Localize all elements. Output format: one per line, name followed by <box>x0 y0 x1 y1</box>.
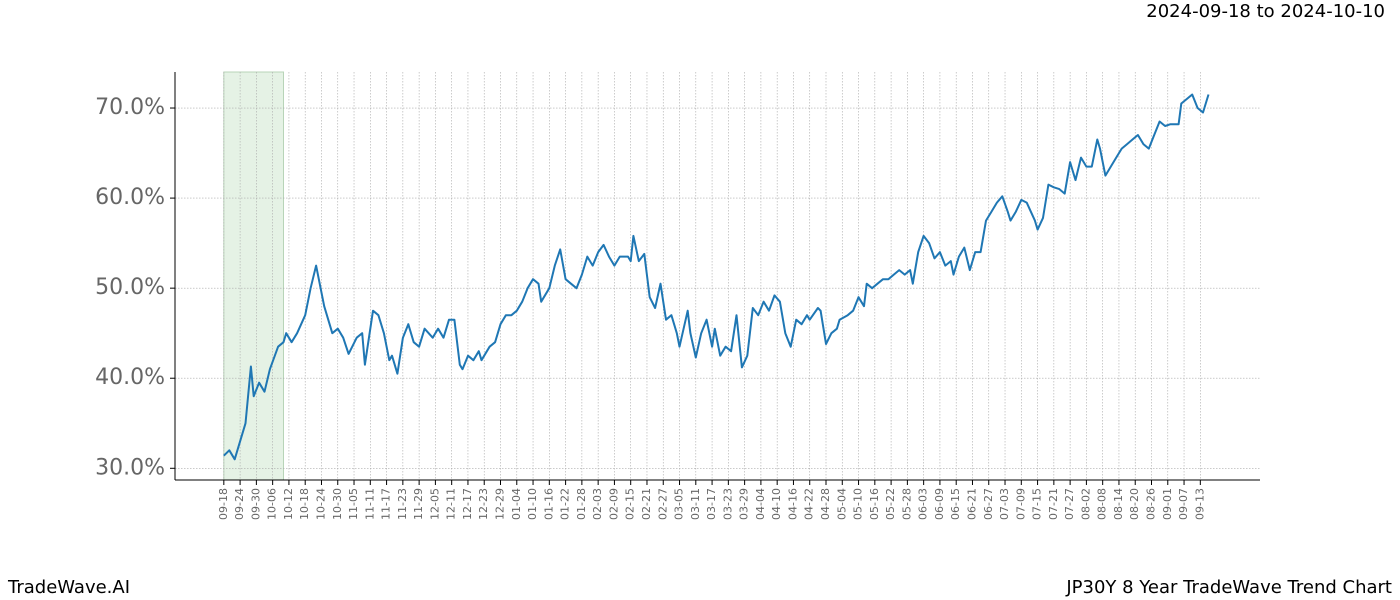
y-tick-label: 60.0% <box>95 185 165 210</box>
x-tick-label: 01-22 <box>559 488 572 520</box>
x-tick-label: 06-27 <box>982 488 995 520</box>
x-tick-label: 10-24 <box>314 488 327 520</box>
x-tick-label: 09-18 <box>217 488 230 520</box>
x-tick-label: 10-18 <box>298 488 311 520</box>
x-tick-label: 08-14 <box>1112 488 1125 520</box>
x-tick-label: 02-09 <box>607 488 620 520</box>
x-tick-label: 12-23 <box>477 488 490 520</box>
x-tick-label: 07-09 <box>1014 488 1027 520</box>
x-tick-label: 12-17 <box>461 488 474 520</box>
x-tick-label: 08-08 <box>1096 488 1109 520</box>
highlight-span <box>223 71 284 481</box>
x-tick-label: 08-02 <box>1079 488 1092 520</box>
footer-title: JP30Y 8 Year TradeWave Trend Chart <box>1065 577 1392 598</box>
x-tick-label: 05-16 <box>868 488 881 520</box>
x-tick-label: 04-22 <box>803 488 816 520</box>
x-tick-label: 10-06 <box>266 488 279 520</box>
x-tick-label: 03-23 <box>721 488 734 520</box>
footer-brand: TradeWave.AI <box>7 577 130 598</box>
x-tick-label: 06-21 <box>965 488 978 520</box>
x-tick-label: 07-21 <box>1047 488 1060 520</box>
x-tick-label: 05-04 <box>835 488 848 520</box>
x-tick-label: 05-28 <box>900 488 913 520</box>
x-tick-label: 12-29 <box>494 488 507 520</box>
x-tick-label: 09-30 <box>249 488 262 520</box>
x-tick-label: 09-13 <box>1193 488 1206 520</box>
x-tick-label: 04-04 <box>754 488 767 520</box>
x-tick-label: 01-04 <box>510 488 523 520</box>
x-tick-label: 09-07 <box>1177 488 1190 520</box>
x-tick-label: 12-11 <box>445 488 458 520</box>
x-tick-label: 04-28 <box>819 488 832 520</box>
x-tick-label: 04-16 <box>786 488 799 520</box>
x-tick-label: 03-11 <box>689 488 702 520</box>
x-tick-label: 09-01 <box>1161 488 1174 520</box>
trend-line <box>223 93 1210 461</box>
x-tick-label: 01-28 <box>575 488 588 520</box>
x-tick-label: 02-21 <box>640 488 653 520</box>
x-tick-label: 04-10 <box>770 488 783 520</box>
x-tick-label: 11-29 <box>412 488 425 520</box>
x-tick-label: 01-10 <box>526 488 539 520</box>
x-tick-label: 08-20 <box>1128 488 1141 520</box>
x-tick-label: 05-22 <box>884 488 897 520</box>
x-tick-label: 06-15 <box>949 488 962 520</box>
x-tick-label: 03-17 <box>705 488 718 520</box>
x-tick-label: 07-27 <box>1063 488 1076 520</box>
x-tick-label: 02-15 <box>624 488 637 520</box>
x-tick-label: 01-16 <box>542 488 555 520</box>
y-tick-label: 30.0% <box>95 455 165 480</box>
y-tick-label: 40.0% <box>95 365 165 390</box>
x-tick-label: 06-09 <box>933 488 946 520</box>
x-tick-label: 03-05 <box>673 488 686 520</box>
x-tick-label: 11-23 <box>396 488 409 520</box>
x-tick-label: 03-29 <box>738 488 751 520</box>
x-tick-label: 02-03 <box>591 488 604 520</box>
y-tick-label: 50.0% <box>95 275 165 300</box>
x-tick-label: 12-05 <box>428 488 441 520</box>
x-tick-label: 07-03 <box>998 488 1011 520</box>
x-tick-label: 11-17 <box>380 488 393 520</box>
x-tick-label: 10-12 <box>282 488 295 520</box>
x-tick-label: 10-30 <box>331 488 344 520</box>
x-tick-label: 08-26 <box>1145 488 1158 520</box>
x-tick-label: 09-24 <box>233 488 246 520</box>
x-tick-label: 11-05 <box>347 488 360 520</box>
x-tick-label: 11-11 <box>363 488 376 520</box>
x-tick-label: 05-10 <box>852 488 865 520</box>
header-range: 2024-09-18 to 2024-10-10 <box>1146 1 1385 22</box>
x-tick-label: 07-15 <box>1031 488 1044 520</box>
x-tick-label: 02-27 <box>656 488 669 520</box>
y-tick-label: 70.0% <box>95 95 165 120</box>
x-tick-label: 06-03 <box>917 488 930 520</box>
